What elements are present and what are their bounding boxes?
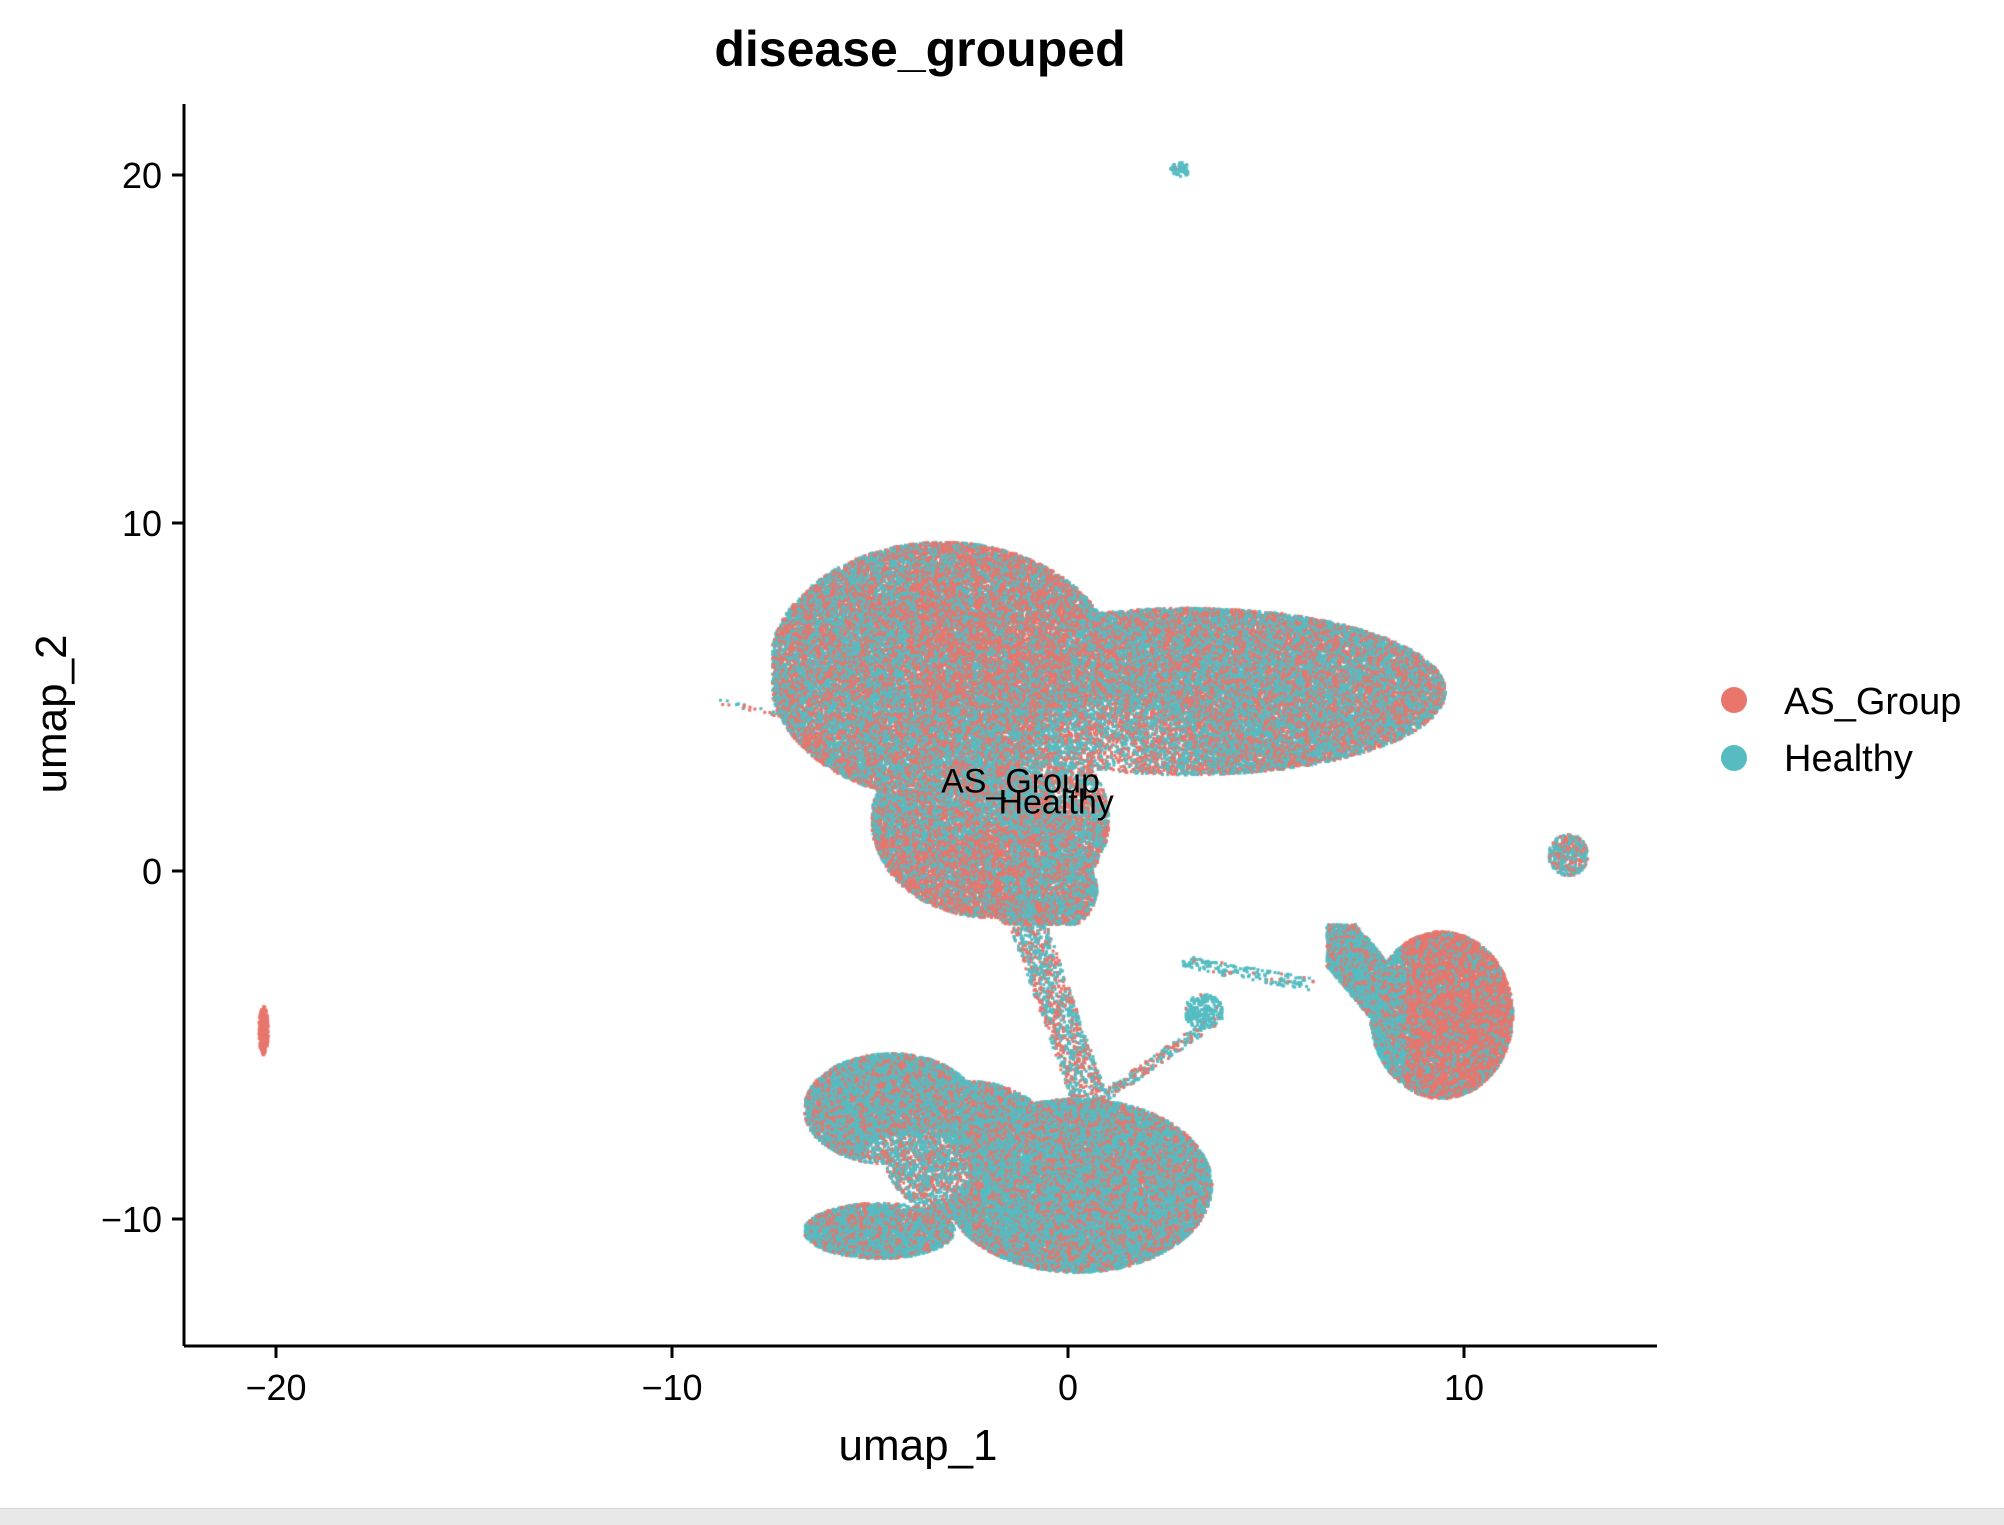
annotation-label: Healthy [998,783,1113,821]
x-tick-label: −20 [245,1367,306,1408]
legend-dot-as-group [1721,687,1747,713]
x-tick-label: −10 [641,1367,702,1408]
y-tick-label: 10 [122,503,162,544]
y-tick-label: 0 [142,851,162,892]
x-axis-ticks: −20 −10 0 10 [245,1346,1484,1408]
x-axis-label: umap_1 [838,1421,997,1470]
legend-label-healthy: Healthy [1784,738,1913,780]
annotation-label: AS_Group [941,763,1100,801]
y-axis-ticks: −10 0 10 20 [101,155,184,1240]
legend-dot-healthy [1721,745,1747,771]
legend-label-as-group: AS_Group [1784,681,1961,723]
x-tick-label: 10 [1444,1367,1484,1408]
x-tick-label: 0 [1058,1367,1078,1408]
y-tick-label: 20 [122,155,162,196]
y-tick-label: −10 [101,1199,162,1240]
legend: AS_Group Healthy [1721,681,1961,780]
y-axis-label: umap_2 [27,634,76,793]
window-bottom-strip [0,1508,2004,1525]
